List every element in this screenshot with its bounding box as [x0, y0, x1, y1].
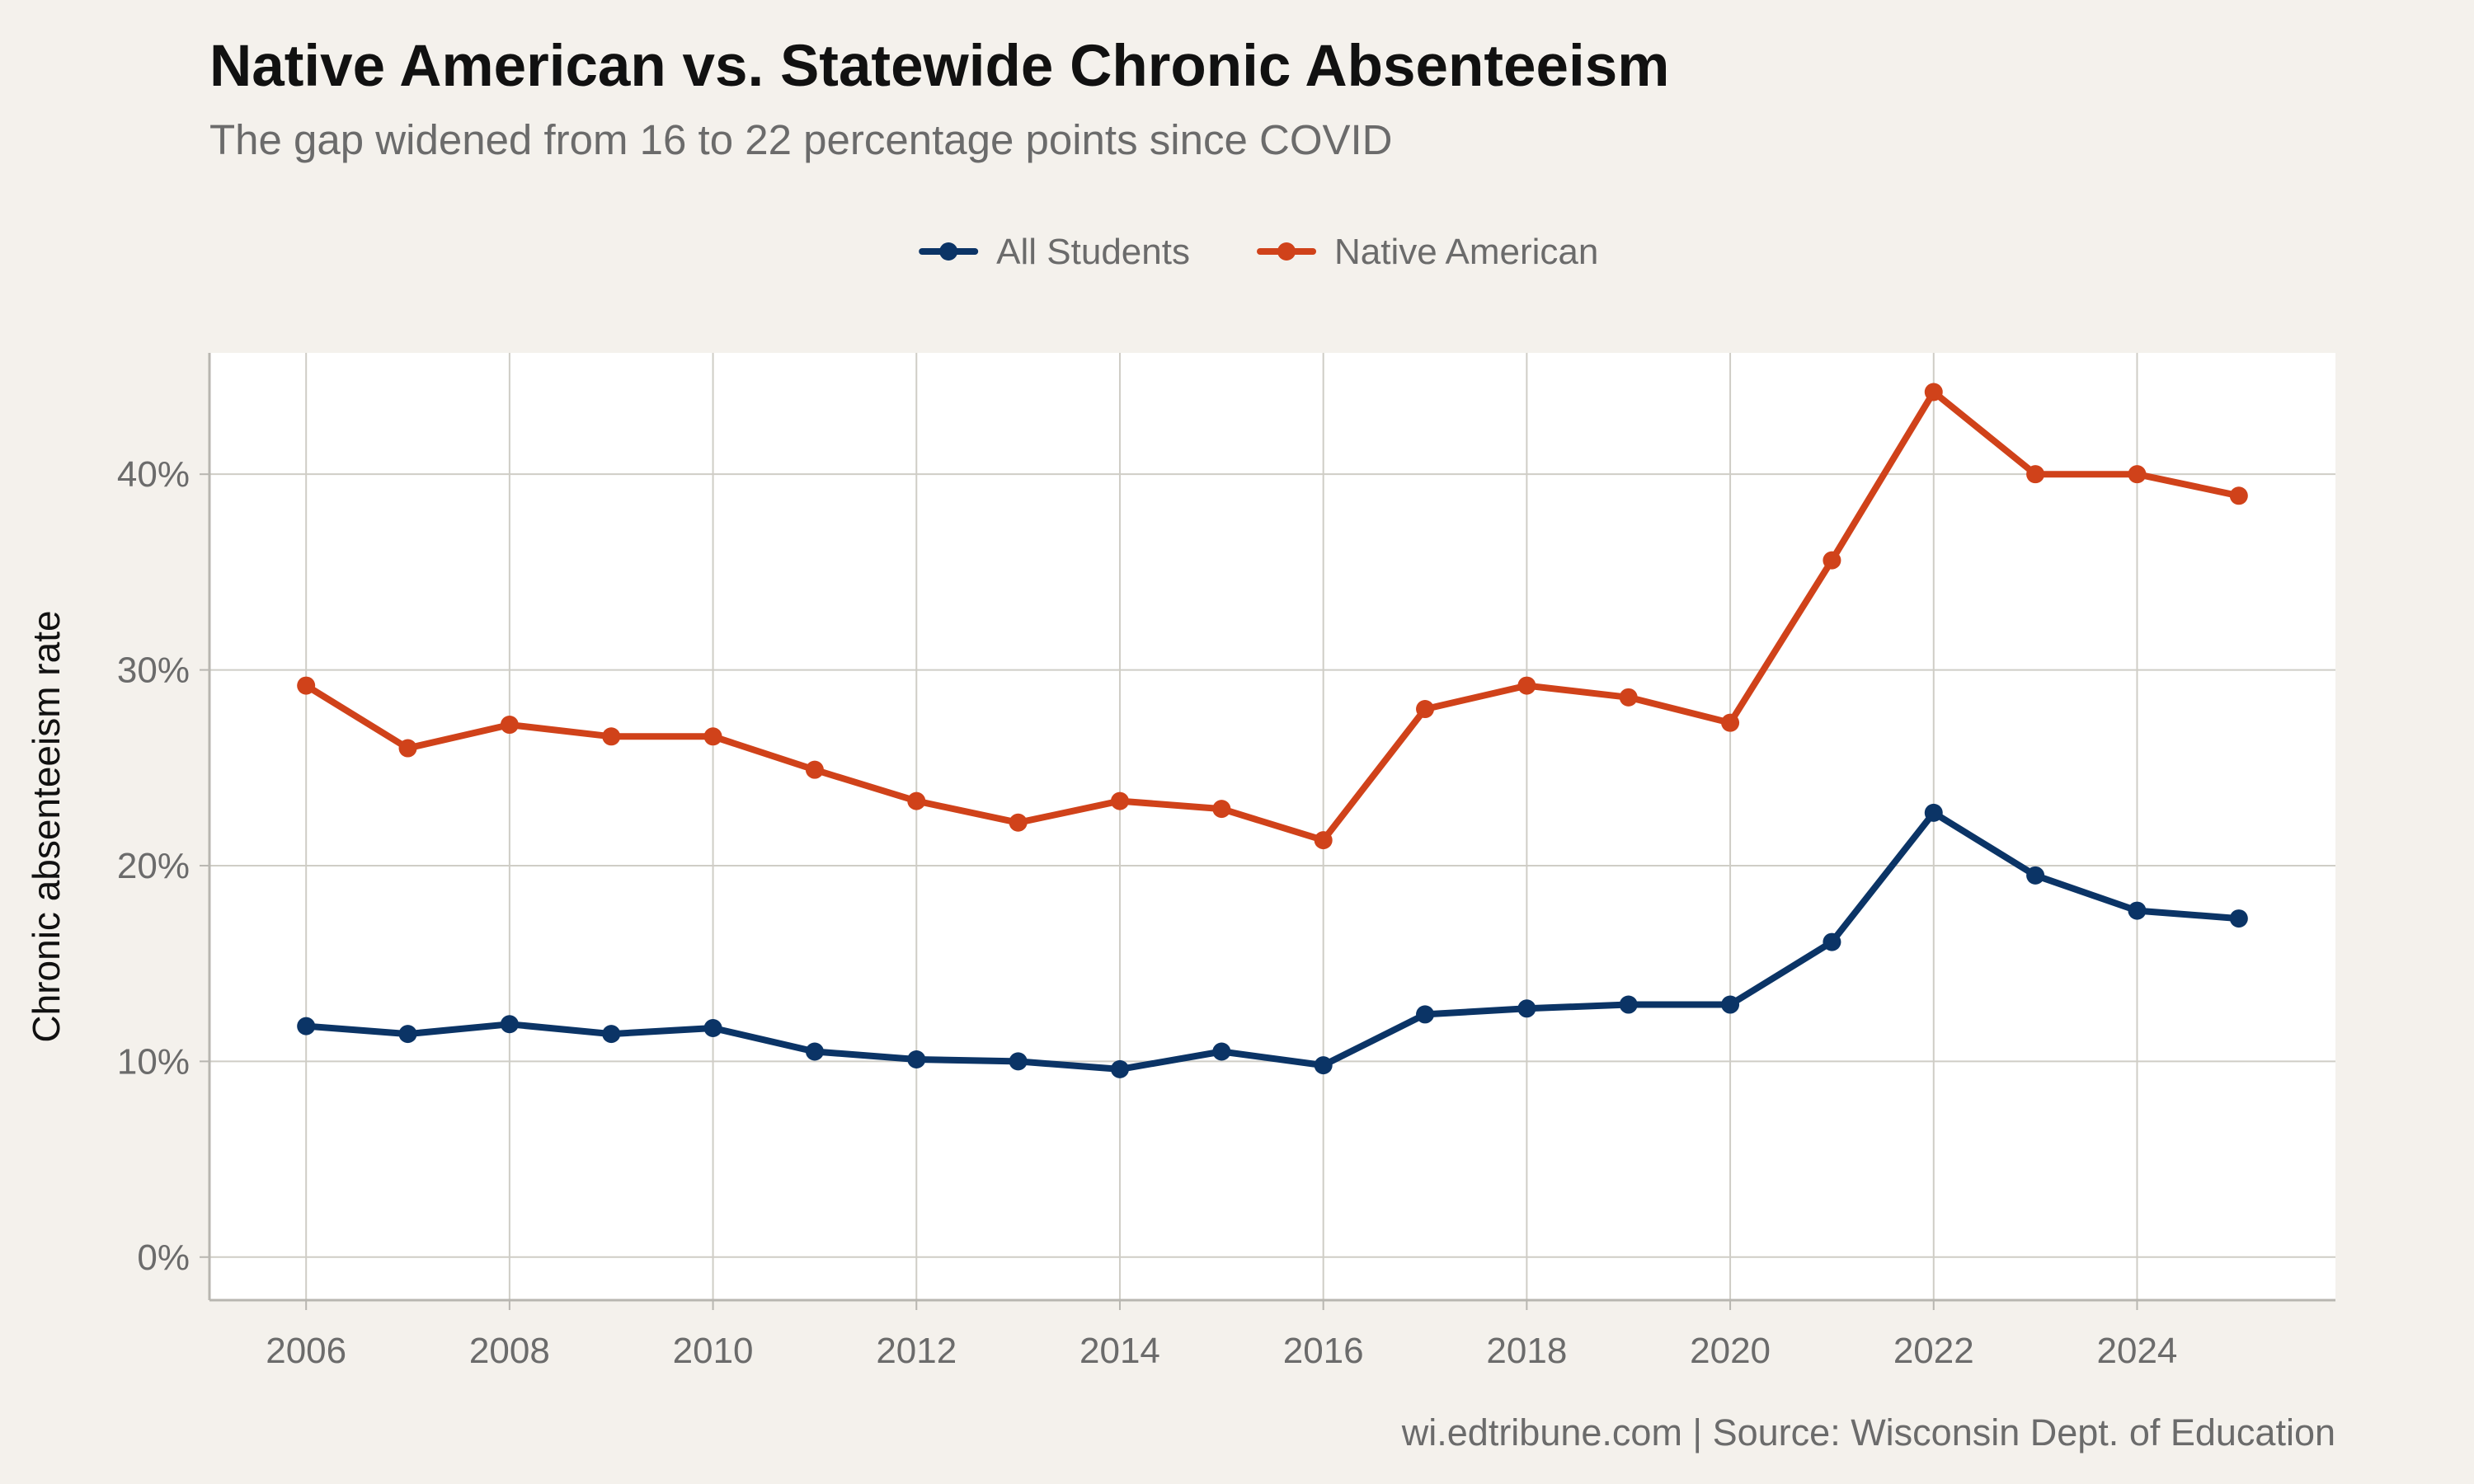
- data-point-native-american: [398, 739, 417, 758]
- data-point-all-students: [2026, 866, 2045, 885]
- chart-title: Native American vs. Statewide Chronic Ab…: [209, 34, 1670, 99]
- data-point-native-american: [1721, 713, 1740, 732]
- chart-caption: wi.edtribune.com | Source: Wisconsin Dep…: [1401, 1411, 2335, 1453]
- data-point-native-american: [1619, 688, 1638, 707]
- data-point-native-american: [1416, 700, 1435, 719]
- data-point-all-students: [398, 1025, 417, 1044]
- data-point-native-american: [703, 727, 722, 746]
- data-point-native-american: [2026, 465, 2045, 484]
- x-tick-label: 2016: [1283, 1331, 1364, 1371]
- x-tick-label: 2010: [673, 1331, 754, 1371]
- data-point-native-american: [2128, 465, 2147, 484]
- data-point-all-students: [500, 1015, 519, 1034]
- series-line-native-american: [303, 388, 2242, 844]
- legend-label: Native American: [1334, 232, 1598, 272]
- x-tick-label: 2018: [1486, 1331, 1567, 1371]
- data-point-all-students: [1721, 995, 1740, 1014]
- x-tick-label: 2012: [876, 1331, 957, 1371]
- data-point-all-students: [805, 1042, 824, 1061]
- data-point-native-american: [1314, 831, 1333, 850]
- data-point-all-students: [1009, 1052, 1028, 1071]
- data-point-native-american: [1517, 676, 1536, 695]
- data-point-native-american: [805, 760, 824, 779]
- data-point-all-students: [1212, 1042, 1231, 1061]
- y-tick-label: 40%: [117, 454, 190, 495]
- data-point-all-students: [1924, 803, 1943, 822]
- data-point-native-american: [1009, 813, 1028, 832]
- y-axis-ticks: 0% 10% 20% 30% 40%: [117, 454, 209, 1278]
- data-point-native-american: [2229, 486, 2248, 505]
- data-point-all-students: [2128, 901, 2147, 920]
- chart-subtitle: The gap widened from 16 to 22 percentage…: [209, 116, 1393, 163]
- series-line-all-students: [303, 809, 2242, 1073]
- data-point-native-american: [297, 676, 316, 695]
- y-axis-label: Chronic absenteeism rate: [25, 610, 68, 1042]
- x-tick-label: 2024: [2097, 1331, 2178, 1371]
- data-point-native-american: [500, 716, 519, 735]
- data-point-native-american: [907, 791, 926, 810]
- data-point-all-students: [1314, 1056, 1333, 1075]
- data-point-all-students: [1823, 932, 1841, 951]
- legend: All Students Native American: [919, 232, 1598, 272]
- data-point-native-american: [1823, 551, 1841, 570]
- series-native-american: [297, 383, 2248, 850]
- y-tick-label: 0%: [137, 1237, 190, 1278]
- x-axis-ticks: 2006 2008 2010 2012 2014 2016 2018 2020 2022 2024: [266, 1300, 2177, 1371]
- data-point-all-students: [2229, 909, 2248, 928]
- data-point-native-american: [602, 727, 621, 746]
- axes: [208, 353, 2335, 1302]
- legend-key-marker: [939, 242, 958, 261]
- series-all-students: [297, 803, 2248, 1078]
- data-point-all-students: [1517, 999, 1536, 1018]
- data-point-all-students: [907, 1050, 926, 1069]
- x-tick-label: 2022: [1893, 1331, 1974, 1371]
- y-tick-label: 10%: [117, 1041, 190, 1082]
- series-group: [297, 383, 2248, 1078]
- data-point-all-students: [602, 1025, 621, 1044]
- legend-item: Native American: [1257, 232, 1598, 272]
- data-point-all-students: [1619, 995, 1638, 1014]
- legend-key-marker: [1277, 242, 1296, 261]
- y-tick-label: 30%: [117, 650, 190, 691]
- data-point-all-students: [1110, 1059, 1129, 1078]
- data-point-all-students: [703, 1019, 722, 1038]
- data-point-all-students: [1416, 1005, 1435, 1024]
- legend-item: All Students: [919, 232, 1190, 272]
- data-point-native-american: [1924, 383, 1943, 402]
- data-point-all-students: [297, 1017, 316, 1036]
- data-point-native-american: [1212, 800, 1231, 819]
- x-tick-label: 2014: [1079, 1331, 1160, 1371]
- x-tick-label: 2006: [266, 1331, 346, 1371]
- data-point-native-american: [1110, 791, 1129, 810]
- x-tick-label: 2008: [469, 1331, 550, 1371]
- y-tick-label: 20%: [117, 846, 190, 886]
- x-tick-label: 2020: [1690, 1331, 1771, 1371]
- legend-label: All Students: [996, 232, 1190, 272]
